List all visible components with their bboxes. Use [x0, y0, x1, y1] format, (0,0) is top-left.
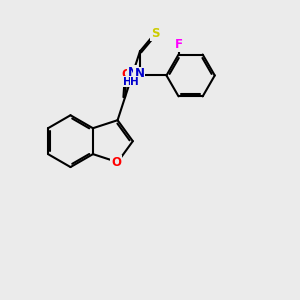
Text: H: H: [130, 77, 139, 87]
Text: O: O: [111, 156, 121, 169]
Text: F: F: [175, 38, 182, 51]
Text: H: H: [123, 76, 132, 87]
Text: O: O: [122, 68, 131, 81]
Text: N: N: [134, 68, 144, 80]
Text: S: S: [151, 27, 160, 40]
Text: N: N: [128, 66, 137, 79]
